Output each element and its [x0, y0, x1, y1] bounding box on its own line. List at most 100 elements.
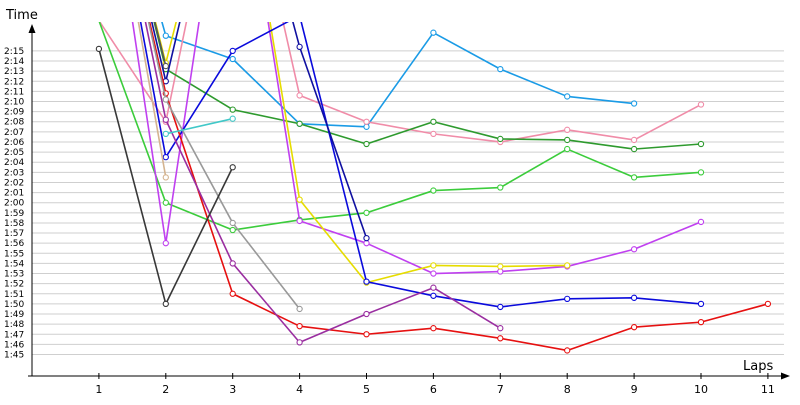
series-point	[630, 294, 638, 301]
series-point	[162, 154, 169, 161]
grid-layer	[32, 50, 784, 355]
series-point	[363, 331, 370, 338]
series-point	[430, 187, 437, 194]
series-group	[153, 22, 169, 70]
series-group	[162, 115, 236, 138]
series-point	[229, 47, 236, 55]
x-tick-label: 1	[95, 383, 102, 396]
x-tick-label: 9	[631, 383, 638, 396]
series-point	[229, 226, 236, 234]
series-point	[564, 262, 571, 269]
series-group	[150, 22, 370, 242]
y-tick-label: 2:01	[4, 189, 24, 199]
series-point	[229, 106, 236, 113]
series-point	[630, 100, 638, 107]
series-point	[430, 118, 437, 125]
x-tick-label: 8	[564, 383, 571, 396]
x-tick-label: 2	[162, 383, 169, 396]
series-point	[162, 199, 169, 206]
series-line	[98, 22, 702, 143]
series-point	[630, 246, 638, 253]
series-point	[296, 339, 303, 346]
series-point	[363, 123, 370, 130]
series-group	[98, 22, 705, 234]
y-tick-label: 2:07	[4, 128, 24, 138]
y-tick-label: 2:04	[4, 158, 24, 168]
series-line	[165, 117, 233, 135]
series-point	[162, 174, 169, 181]
series-point	[162, 32, 169, 39]
y-tick-label: 1:58	[4, 219, 24, 229]
x-tick-label: 7	[497, 383, 504, 396]
series-point	[497, 65, 504, 73]
y-tick-label: 1:57	[4, 229, 24, 239]
y-tick-label: 1:45	[4, 351, 24, 361]
series-point	[697, 318, 705, 326]
y-tick-label: 2:00	[4, 199, 24, 209]
series-point	[296, 43, 303, 51]
series-point	[296, 196, 303, 203]
x-tick-label: 5	[363, 383, 370, 396]
series-point	[363, 278, 370, 285]
series-point	[697, 169, 705, 176]
series-point	[162, 130, 169, 138]
series-point	[697, 218, 705, 226]
x-axis-title: Laps	[743, 359, 773, 374]
y-tick-label: 1:56	[4, 239, 24, 249]
series-point	[430, 284, 437, 291]
series-point	[497, 263, 504, 270]
series-point	[296, 305, 303, 313]
series-point	[564, 93, 571, 100]
x-tick-label: 10	[694, 383, 708, 396]
series-line	[131, 22, 702, 275]
series-point	[296, 217, 303, 225]
series-point	[363, 240, 370, 247]
series-point	[229, 55, 236, 63]
y-tick-label: 1:53	[4, 270, 24, 280]
series-point	[430, 270, 437, 277]
series-group	[161, 22, 638, 130]
series-point	[229, 115, 236, 122]
series-point	[430, 262, 437, 269]
series-point	[497, 325, 504, 332]
series-point	[363, 234, 370, 242]
y-tick-label: 1:46	[4, 340, 24, 350]
axes-layer: Time Laps	[5, 8, 790, 380]
y-axis-arrow	[28, 24, 36, 33]
series-point	[430, 29, 437, 36]
series-group	[147, 22, 303, 313]
series-point	[430, 130, 437, 138]
x-axis-arrow	[781, 372, 790, 380]
x-tick-label: 4	[296, 383, 303, 396]
series-point	[497, 268, 504, 275]
y-tick-label: 1:51	[4, 290, 24, 300]
y-tick-label: 2:03	[4, 168, 24, 178]
series-point	[630, 145, 638, 153]
series-line	[147, 22, 301, 310]
series-line	[139, 22, 702, 308]
series-point	[162, 96, 169, 103]
series-group	[95, 45, 236, 308]
y-tick-label: 2:05	[4, 148, 24, 158]
y-tick-label: 2:13	[4, 67, 24, 77]
series-point	[564, 145, 571, 153]
x-tick-label: 11	[761, 383, 775, 396]
series-point	[363, 118, 370, 125]
series-point	[564, 295, 571, 302]
series-group	[137, 22, 169, 181]
series-group	[144, 22, 504, 346]
y-tick-label: 1:50	[4, 300, 24, 310]
x-tick-label: 3	[229, 383, 236, 396]
y-tick-label: 2:09	[4, 108, 24, 118]
series-point	[162, 300, 169, 308]
y-tick-label: 2:12	[4, 77, 24, 87]
y-tick-label: 1:49	[4, 310, 24, 320]
series-point	[363, 140, 370, 148]
y-tick-label: 1:47	[4, 330, 24, 340]
series-point	[229, 290, 236, 297]
series-point	[162, 240, 169, 247]
series-point	[697, 140, 705, 148]
series-point	[296, 92, 303, 99]
